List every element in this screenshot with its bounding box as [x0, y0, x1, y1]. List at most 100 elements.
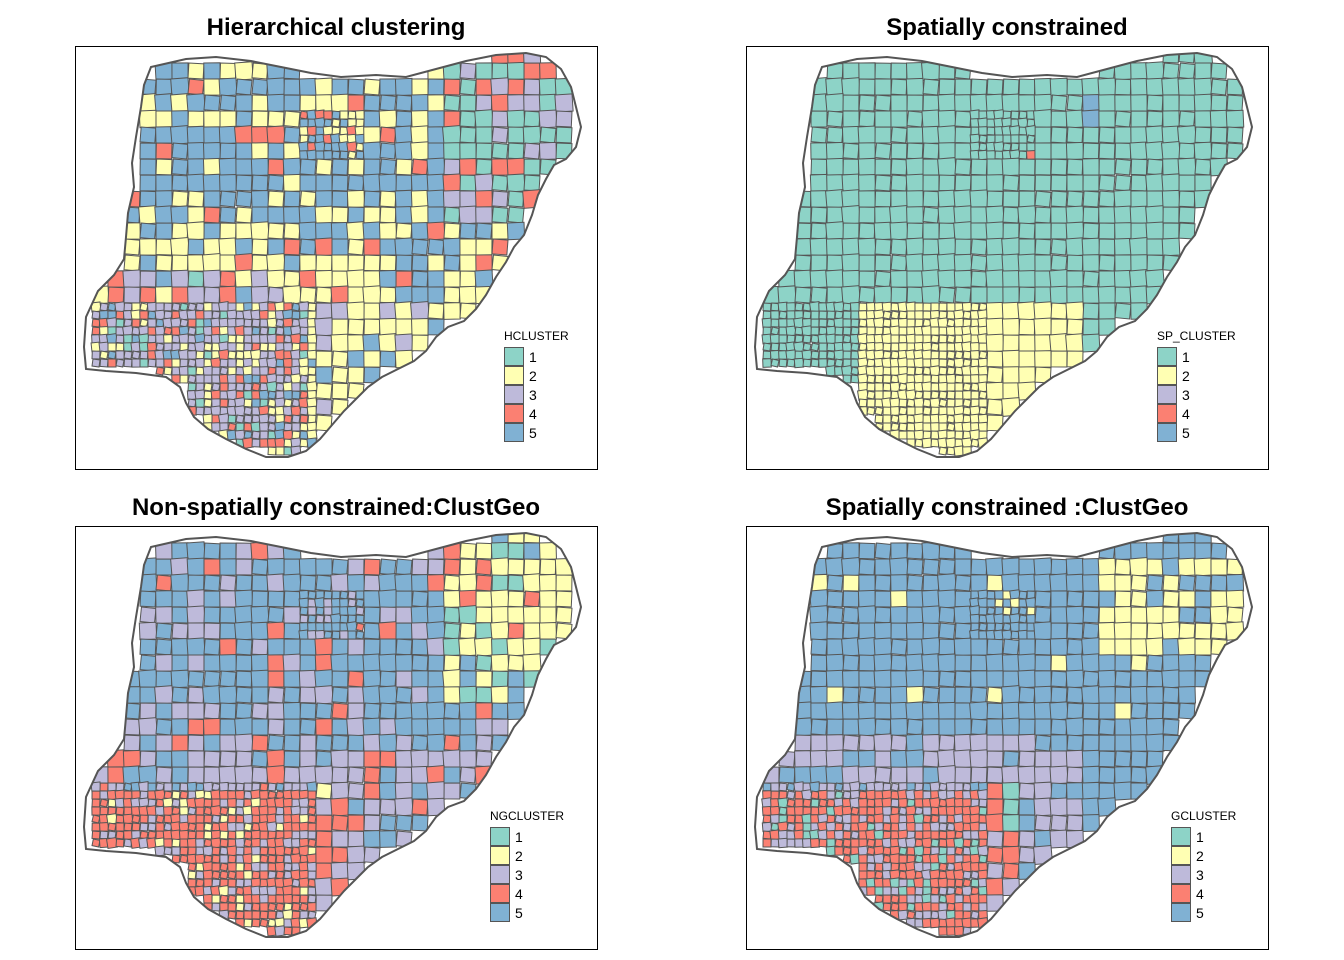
lga-region — [954, 878, 964, 888]
lga-region — [841, 701, 861, 721]
lga-region — [323, 110, 333, 120]
lga-region — [842, 670, 860, 688]
lga-region — [1001, 845, 1021, 865]
lga-region — [906, 310, 916, 320]
lga-region — [395, 206, 413, 224]
lga-region — [1177, 637, 1197, 657]
lga-region — [1210, 78, 1228, 96]
lga-region — [825, 141, 845, 161]
lga-region — [857, 125, 877, 145]
lga-region — [826, 606, 844, 624]
lga-region — [954, 366, 964, 376]
lga-region — [187, 398, 197, 408]
lga-region — [906, 222, 924, 240]
lga-region — [163, 302, 173, 312]
lga-region — [842, 718, 860, 736]
lga-region — [506, 173, 526, 193]
lga-region — [347, 558, 365, 576]
lga-region — [1097, 573, 1117, 593]
lga-region — [523, 558, 541, 576]
outside-mask — [747, 527, 1267, 947]
lga-region — [178, 829, 190, 841]
lga-region — [507, 686, 525, 704]
lga-region — [331, 718, 349, 736]
lga-region — [938, 406, 948, 416]
lga-region — [1130, 542, 1148, 560]
lga-region — [235, 142, 253, 160]
lga-region — [1145, 77, 1165, 97]
lga-region — [187, 830, 197, 840]
lga-region — [155, 174, 173, 192]
lga-region — [523, 174, 541, 192]
lga-region — [962, 374, 972, 384]
lga-region — [443, 142, 461, 160]
lga-region — [283, 766, 301, 784]
lga-region — [474, 189, 494, 209]
lga-region — [906, 190, 924, 208]
lga-region — [946, 334, 956, 344]
lga-region — [475, 686, 493, 704]
lga-region — [427, 254, 445, 272]
lga-region — [235, 910, 245, 920]
lga-region — [490, 621, 510, 641]
lga-region — [379, 718, 397, 736]
lga-region — [331, 814, 349, 832]
lga-region — [315, 574, 333, 592]
lga-region — [954, 390, 964, 400]
lga-region — [825, 765, 845, 785]
lga-region — [874, 702, 892, 720]
lga-region — [250, 157, 270, 177]
lga-region — [203, 190, 221, 208]
lga-region — [187, 750, 205, 768]
lga-region — [379, 814, 397, 832]
lga-region — [283, 590, 301, 608]
lga-region — [490, 93, 510, 113]
lga-region — [874, 94, 892, 112]
lga-region — [235, 158, 253, 176]
lga-region — [985, 205, 1005, 225]
lga-region — [170, 573, 190, 593]
panel-4-title: Spatially constrained :ClustGeo — [825, 494, 1189, 521]
lga-region — [138, 669, 158, 689]
lga-region — [131, 822, 141, 832]
lga-region — [1130, 254, 1148, 272]
lga-region — [91, 358, 101, 368]
lga-region — [825, 669, 845, 689]
lga-region — [211, 814, 221, 824]
lga-region — [363, 318, 381, 336]
lga-region — [874, 686, 892, 704]
lga-region — [1146, 622, 1164, 640]
lga-region — [227, 886, 237, 896]
lga-region — [1210, 622, 1228, 640]
lga-region — [186, 173, 206, 193]
lga-region — [858, 686, 876, 704]
lga-region — [906, 542, 924, 560]
lga-region — [962, 902, 972, 912]
lga-region — [1162, 62, 1180, 80]
lga-region — [1050, 558, 1068, 576]
lga-region — [978, 406, 988, 416]
lga-region — [235, 750, 253, 768]
lga-region — [842, 318, 852, 328]
lga-region — [331, 638, 349, 656]
lga-region — [1146, 94, 1164, 112]
lga-region — [291, 422, 301, 432]
lga-region — [187, 846, 197, 856]
lga-region — [794, 254, 812, 272]
lga-region — [203, 766, 221, 784]
lga-region — [906, 406, 916, 416]
lga-region — [379, 94, 397, 112]
lga-region — [1130, 750, 1148, 768]
lga-region — [1209, 605, 1229, 625]
lga-region — [203, 702, 221, 720]
lga-region — [378, 269, 398, 289]
lga-region — [786, 358, 796, 368]
lga-region — [459, 222, 477, 240]
lga-region — [314, 317, 334, 337]
lga-region — [1098, 94, 1116, 112]
lga-region — [443, 286, 461, 304]
lga-region — [922, 238, 940, 256]
lga-region — [427, 206, 445, 224]
lga-region — [475, 222, 493, 240]
lga-region — [1017, 653, 1037, 673]
